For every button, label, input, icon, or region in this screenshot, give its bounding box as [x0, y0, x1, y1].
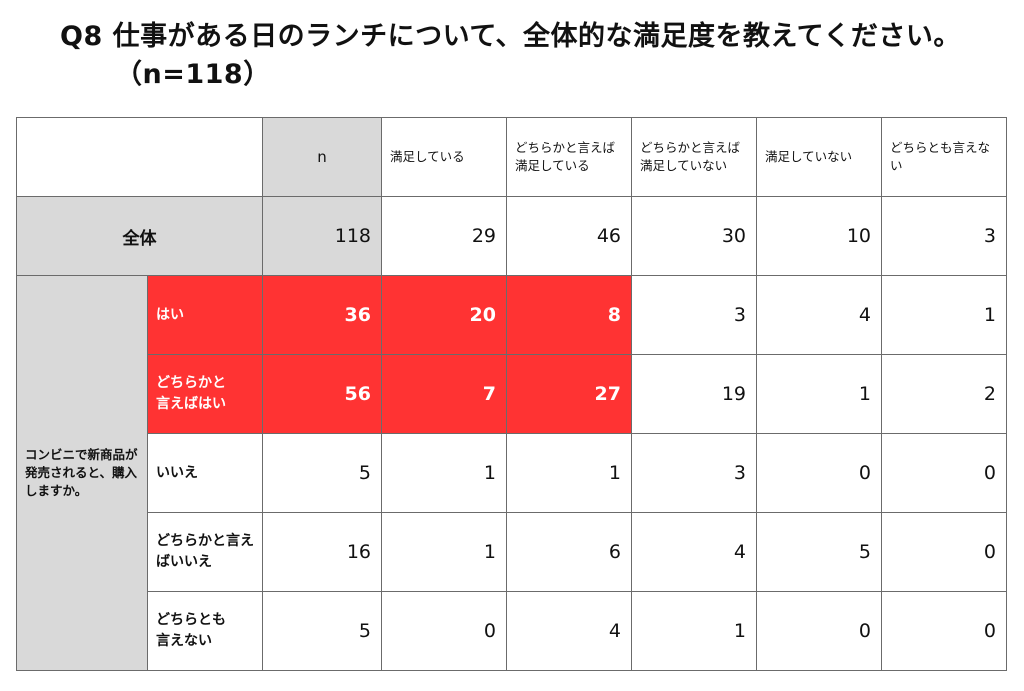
title-line-2: （n=118） [115, 59, 271, 90]
title-line-1: Q8 仕事がある日のランチについて、全体的な満足度を教えてください。 [60, 21, 961, 52]
table-row: コンビニで新商品が発売されると、購入しますか。 はい 36 20 8 3 4 1 [16, 275, 1007, 671]
header-somewhat-satisfied: どちらかと言えば満足している [506, 117, 632, 197]
results-table: n 満足している どちらかと言えば満足している どちらかと言えば満足していない … [16, 117, 1007, 671]
table-row: いいえ 5 1 1 3 0 0 [17, 433, 1007, 513]
table-cell: 5 [756, 512, 882, 592]
table-cell: 0 [756, 433, 882, 513]
table-cell: 19 [631, 354, 757, 434]
header-neither: どちらとも言えない [881, 117, 1007, 197]
table-row: どちらかと言えばはい 56 7 27 19 1 2 [17, 354, 1007, 434]
table-cell: 1 [756, 354, 882, 434]
header-n: n [262, 117, 382, 197]
header-unsatisfied: 満足していない [756, 117, 882, 197]
table-cell: 10 [756, 196, 882, 276]
table-cell: 8 [506, 275, 632, 355]
table-cell: 4 [631, 512, 757, 592]
table-cell: 5 [262, 591, 382, 671]
table-cell: 27 [506, 354, 632, 434]
table-cell: 20 [381, 275, 507, 355]
table-cell: 1 [881, 275, 1007, 355]
table-cell: 56 [262, 354, 382, 434]
header-corner-cell [16, 117, 263, 197]
row-label: どちらかと言えばいいえ [147, 512, 263, 592]
table-cell: 0 [881, 591, 1007, 671]
table-cell: 1 [381, 433, 507, 513]
table-cell: 4 [756, 275, 882, 355]
row-label: はい [147, 275, 263, 355]
table-cell: 1 [381, 512, 507, 592]
table-cell: 16 [262, 512, 382, 592]
header-satisfied: 満足している [381, 117, 507, 197]
table-cell: 0 [381, 591, 507, 671]
row-label: いいえ [147, 433, 263, 513]
table-cell: 3 [881, 196, 1007, 276]
table-cell: 36 [262, 275, 382, 355]
table-cell: 4 [506, 591, 632, 671]
table-cell: 3 [631, 275, 757, 355]
table-cell: 1 [631, 591, 757, 671]
row-label: どちらかと言えばはい [147, 354, 263, 434]
table-cell: 1 [506, 433, 632, 513]
row-label: どちらとも言えない [147, 591, 263, 671]
total-label: 全体 [16, 196, 263, 276]
total-row: 全体 118 29 46 30 10 3 [16, 196, 1007, 276]
table-cell: 2 [881, 354, 1007, 434]
table-cell: 5 [262, 433, 382, 513]
table-row: どちらとも言えない 5 0 4 1 0 0 [17, 591, 1007, 671]
group-label: コンビニで新商品が発売されると、購入しますか。 [16, 275, 148, 671]
header-row: n 満足している どちらかと言えば満足している どちらかと言えば満足していない … [16, 117, 1007, 197]
header-somewhat-unsatisfied: どちらかと言えば満足していない [631, 117, 757, 197]
table-cell: 0 [881, 512, 1007, 592]
table-cell: 0 [756, 591, 882, 671]
table-cell: 7 [381, 354, 507, 434]
table-row: どちらかと言えばいいえ 16 1 6 4 5 0 [17, 512, 1007, 592]
table-cell: 46 [506, 196, 632, 276]
page-title: Q8 仕事がある日のランチについて、全体的な満足度を教えてください。 （n=11… [60, 18, 961, 94]
table-cell: 29 [381, 196, 507, 276]
table-cell: 3 [631, 433, 757, 513]
table-cell: 6 [506, 512, 632, 592]
total-n: 118 [262, 196, 382, 276]
table-cell: 0 [881, 433, 1007, 513]
table-cell: 30 [631, 196, 757, 276]
